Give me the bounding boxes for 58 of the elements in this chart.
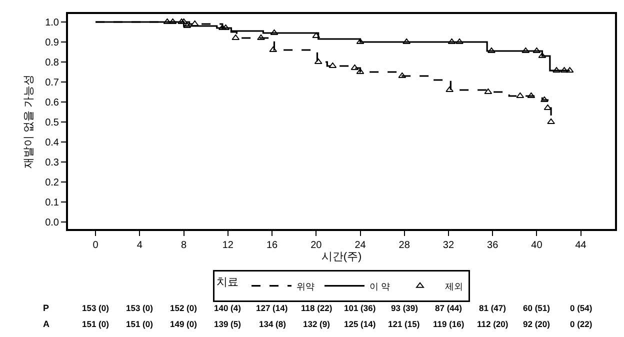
text: 119 (16) — [433, 319, 464, 329]
x-tick-label: 0 — [92, 240, 99, 251]
y-tick-label: 0.9 — [45, 38, 60, 48]
point — [566, 67, 574, 73]
text: 93 (39) — [391, 303, 418, 313]
text: 140 (4) — [214, 303, 242, 313]
text: 139 (5) — [214, 319, 242, 329]
text: 127 (14) — [256, 303, 288, 313]
text: 152 (0) — [170, 303, 198, 313]
legend-label: 위약 — [296, 281, 314, 292]
legend-title: 치료 — [216, 276, 238, 289]
text: 151 (0) — [126, 319, 154, 329]
y-tick-label: 0.8 — [45, 58, 60, 68]
text: 153 (0) — [126, 303, 154, 313]
legend-label: 제외 — [445, 281, 464, 292]
x-tick-label: 36 — [487, 240, 499, 251]
text: 151 (0) — [82, 319, 110, 329]
text: 125 (14) — [344, 319, 376, 329]
x-tick-label: 40 — [531, 240, 543, 251]
text: 101 (36) — [344, 303, 376, 313]
x-tick-label: 8 — [181, 240, 188, 251]
y-tick-label: 0.2 — [45, 178, 60, 188]
text: A — [43, 319, 50, 329]
y-tick-label: 0.7 — [45, 78, 60, 88]
y-tick-label: 0.5 — [45, 118, 60, 128]
text: 60 (51) — [523, 303, 550, 313]
y-tick-label: 0.6 — [45, 98, 60, 108]
text: 0 (54) — [570, 303, 592, 313]
text: 0 (22) — [570, 319, 592, 329]
text: 134 (8) — [259, 319, 286, 329]
y-tick-label: 0.4 — [45, 138, 60, 148]
legend-label: 이 약 — [370, 281, 390, 292]
x-tick-label: 28 — [398, 240, 410, 251]
text: 121 (15) — [388, 319, 420, 329]
text: 132 (9) — [303, 319, 330, 329]
y-tick-label: 0.1 — [45, 198, 60, 208]
x-axis-title: 시간(주) — [321, 251, 362, 263]
y-tick-label: 0.0 — [45, 218, 60, 228]
y-tick-label: 1.0 — [45, 18, 60, 28]
x-tick-label: 44 — [575, 240, 587, 251]
x-tick-label: 12 — [222, 240, 234, 251]
x-tick-label: 4 — [136, 240, 143, 251]
text: 81 (47) — [479, 303, 506, 313]
text: 149 (0) — [170, 319, 198, 329]
text: 87 (44) — [435, 303, 462, 313]
text: 118 (22) — [301, 303, 332, 313]
x-tick-label: 20 — [310, 240, 322, 251]
x-tick-label: 32 — [442, 240, 454, 251]
text: 92 (20) — [523, 319, 550, 329]
text: 153 (0) — [82, 303, 110, 313]
x-tick-label: 24 — [354, 240, 366, 251]
y-tick-label: 0.3 — [45, 158, 60, 168]
x-tick-label: 16 — [266, 240, 278, 251]
text: 112 (20) — [477, 319, 508, 329]
text: P — [43, 303, 50, 313]
y-axis-title: 재발이 없을 가능성 — [23, 74, 36, 169]
point — [560, 67, 568, 73]
point — [552, 67, 561, 73]
